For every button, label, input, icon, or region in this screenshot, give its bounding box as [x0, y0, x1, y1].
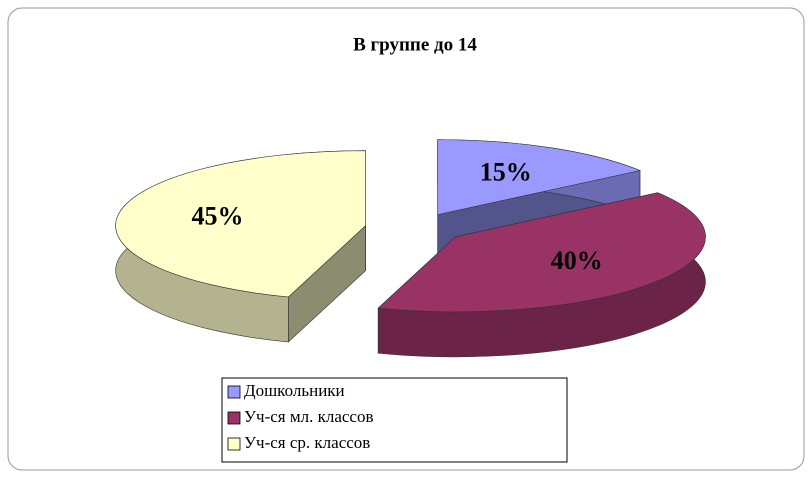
legend-box	[221, 377, 568, 463]
pie-slice	[115, 150, 366, 298]
legend-label: Уч-ся мл. классов	[244, 407, 374, 426]
data-label: 15%	[480, 158, 532, 187]
pie-slice	[377, 192, 706, 313]
legend-label: Уч-ся ср. классов	[244, 433, 370, 452]
legend-swatch	[227, 411, 241, 425]
pie-slice	[437, 139, 641, 216]
data-label: 45%	[191, 202, 243, 231]
data-label: 40%	[551, 246, 603, 275]
legend-swatch	[227, 437, 241, 451]
chart-frame	[7, 7, 805, 471]
legend-swatch	[227, 385, 241, 399]
chart-title: В группе до 14	[353, 34, 477, 55]
legend-label: Дошкольники	[244, 381, 345, 400]
